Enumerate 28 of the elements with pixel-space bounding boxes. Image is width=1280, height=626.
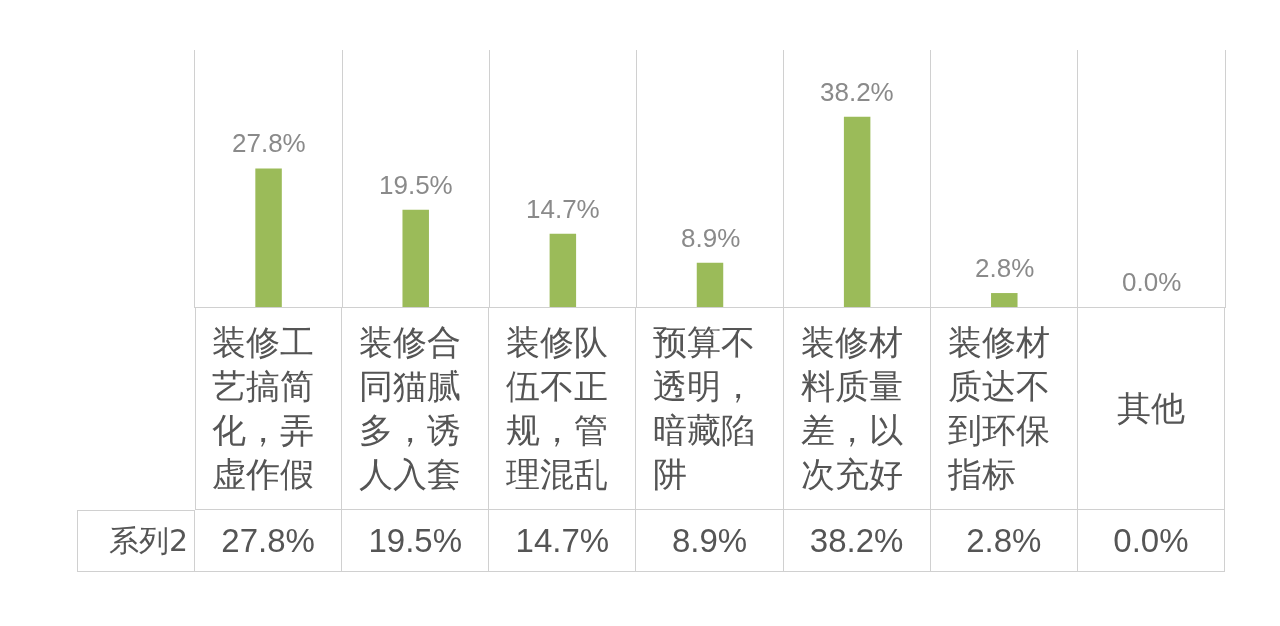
data-label: 0.0%	[1077, 510, 1225, 572]
text: 0.0%	[1122, 267, 1182, 297]
text: 2.8%	[975, 253, 1035, 283]
x-tick-label: 装修材质达不到环保指标	[947, 321, 1051, 496]
text: 系列2	[77, 510, 195, 572]
data-label: 27.8%	[195, 510, 343, 572]
x-tick-label: 装修材料质量差，以次充好	[800, 321, 904, 496]
bar	[402, 209, 429, 307]
x-tick-label: 其他	[1116, 387, 1185, 430]
x-tick-label: 装修工艺搞简化，弄虚作假	[212, 321, 316, 496]
text: 27.8%	[232, 128, 306, 158]
text: 19.5%	[379, 170, 453, 200]
bar	[843, 116, 871, 307]
text: 38.2%	[820, 77, 894, 107]
text: 14.7%	[526, 194, 600, 224]
data-label: 14.7%	[489, 510, 637, 572]
data-label: 19.5%	[342, 510, 490, 572]
data-label: 8.9%	[636, 510, 784, 572]
bar	[549, 233, 577, 307]
text: 8.9%	[681, 223, 741, 253]
x-tick-label: 装修合同猫腻多，诱人入套	[359, 321, 463, 496]
x-tick-label: 装修队伍不正规，管理混乱	[506, 321, 610, 496]
bar	[696, 262, 724, 307]
data-label: 2.8%	[930, 510, 1078, 572]
data-label: 38.2%	[783, 510, 931, 572]
x-tick-label: 预算不透明，暗藏陷阱	[653, 321, 757, 496]
bar	[255, 168, 282, 307]
bar	[991, 293, 1018, 307]
